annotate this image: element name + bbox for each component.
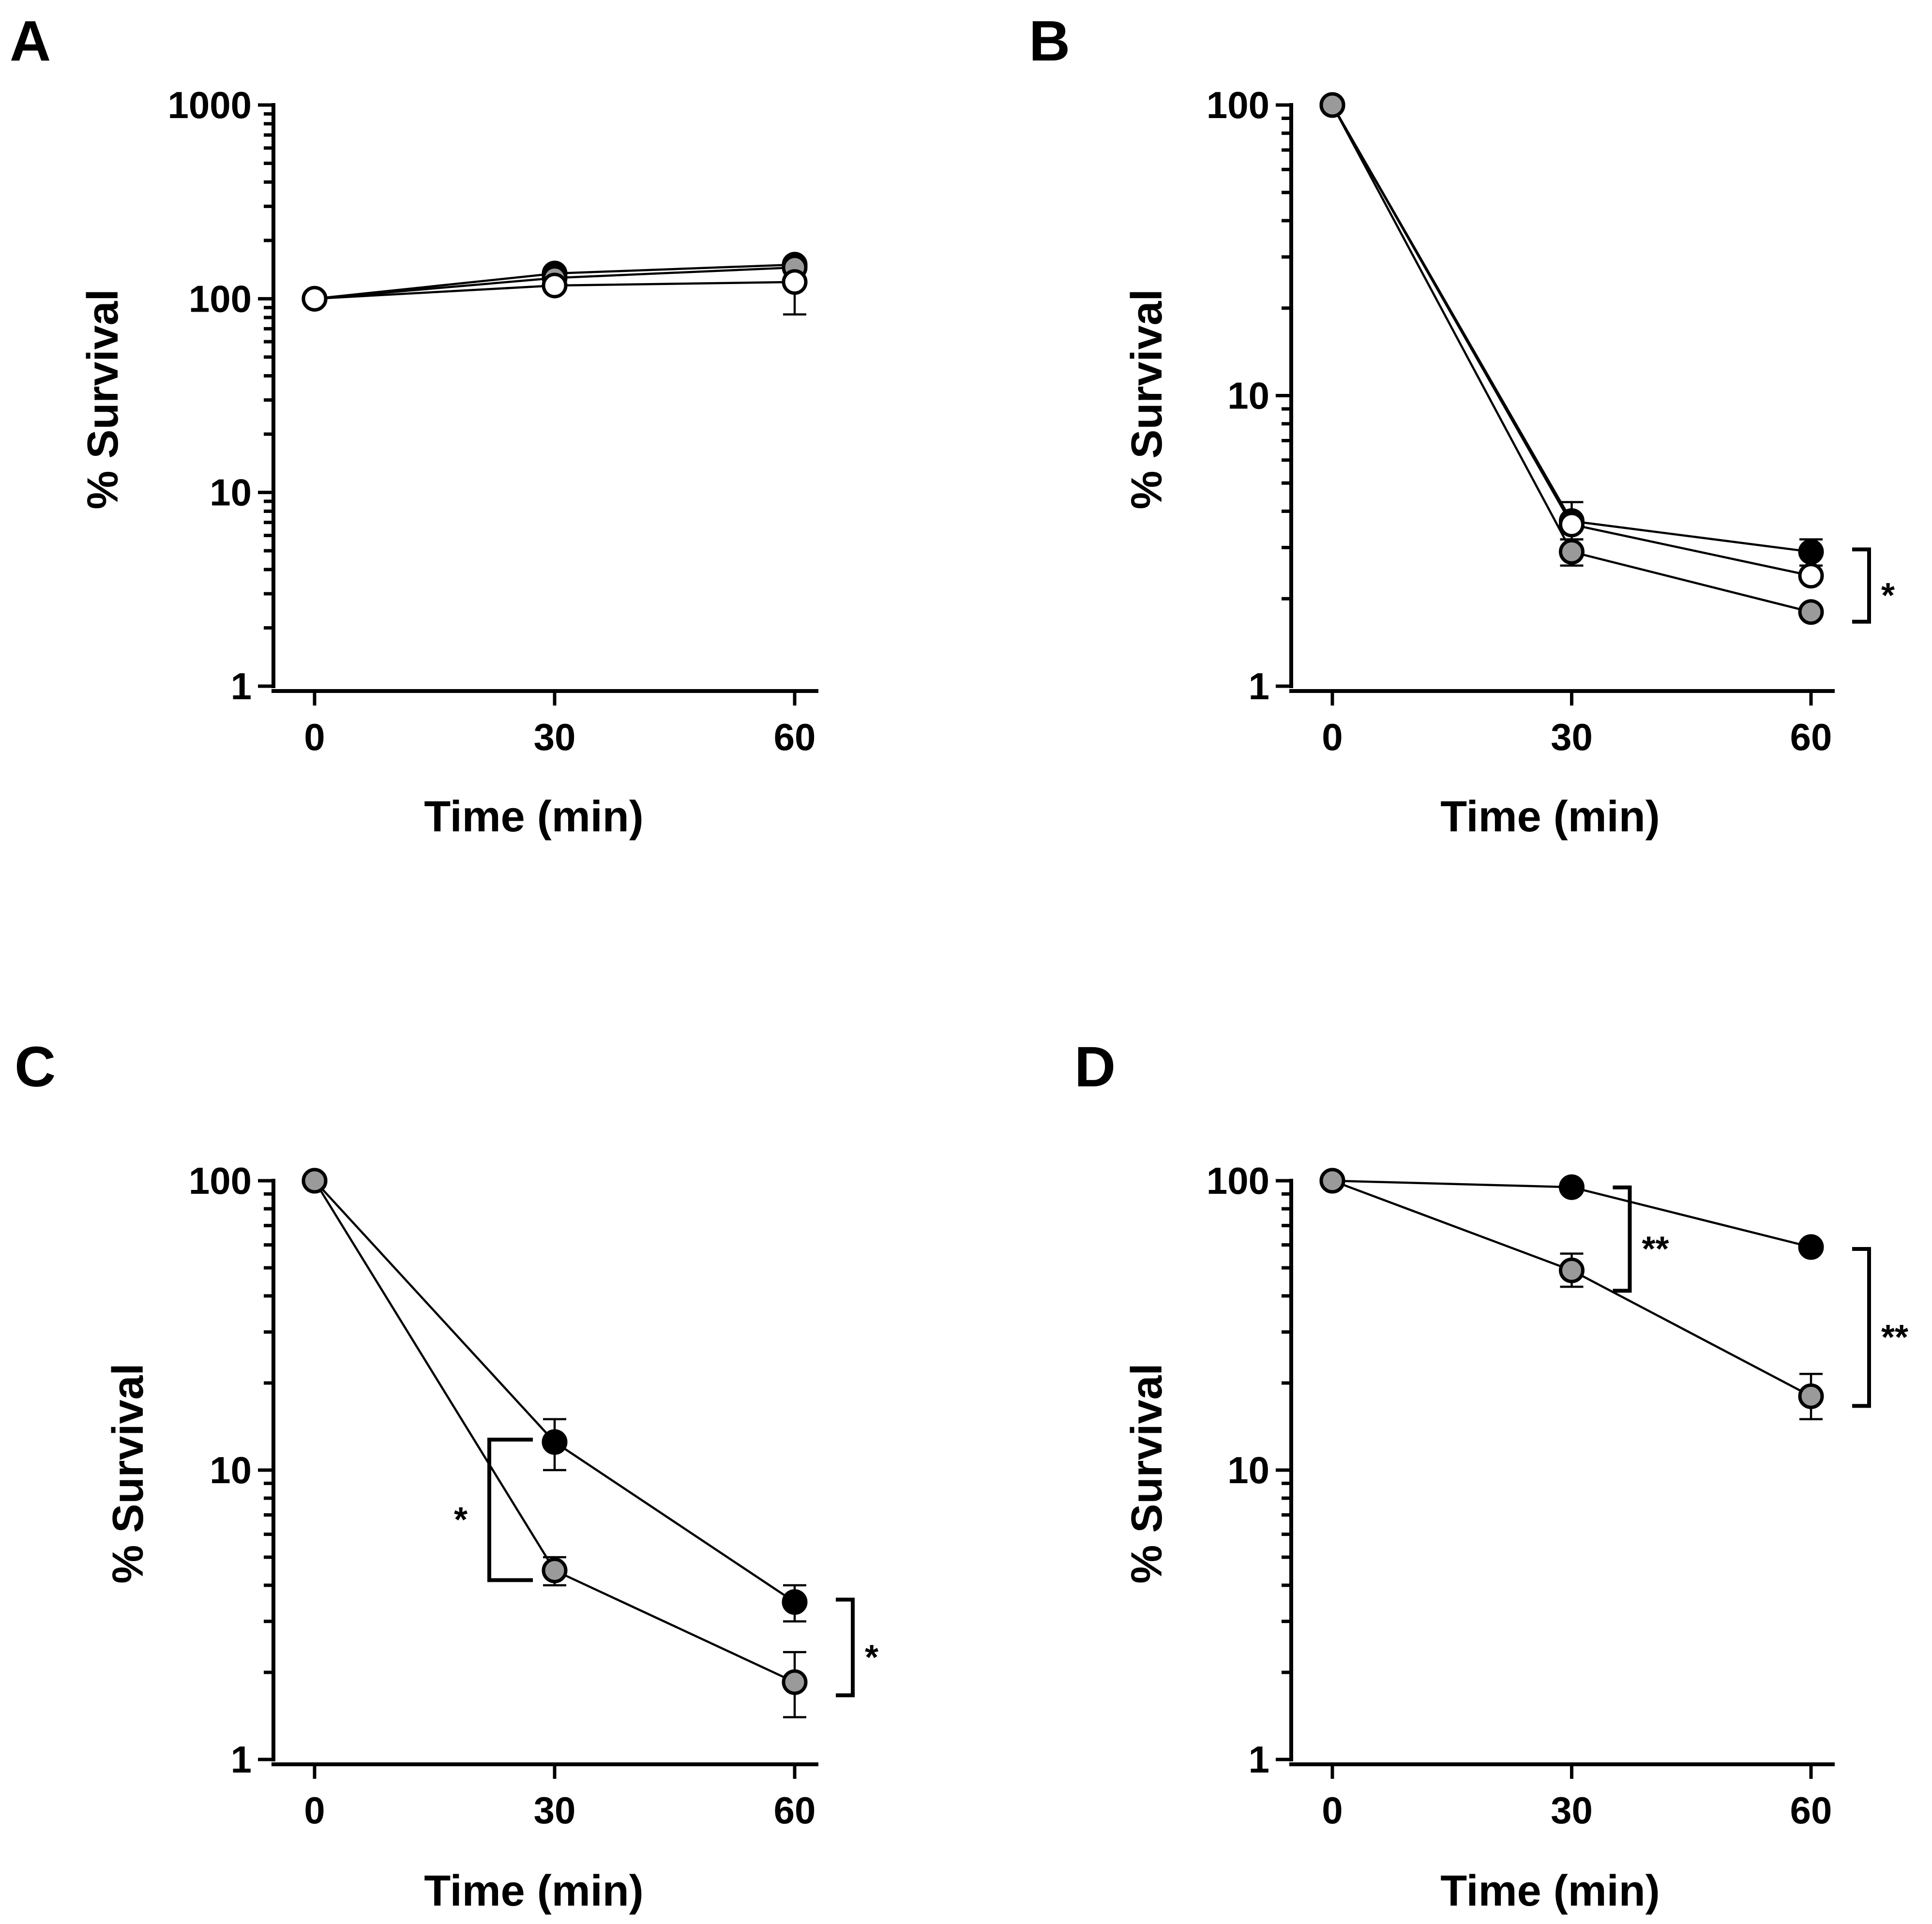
x-tick-label-d-0: 0 xyxy=(1322,1789,1343,1832)
y-axis-title-d: % Survival xyxy=(1123,1363,1171,1583)
x-axis-title-d: Time (min) xyxy=(1440,1867,1660,1915)
x-tick-label-c-30: 30 xyxy=(534,1789,576,1832)
data-point-d-black xyxy=(1559,1174,1585,1200)
panel-letter-c: C xyxy=(15,1035,56,1099)
x-axis-title-b: Time (min) xyxy=(1440,793,1660,841)
significance-bracket-b xyxy=(1852,547,1871,624)
significance-label-d: ** xyxy=(1642,1230,1669,1269)
y-tick-label-d-100: 100 xyxy=(1207,1159,1269,1202)
significance-label-c: * xyxy=(865,1638,878,1677)
data-point-d-grey xyxy=(1319,1168,1345,1194)
x-tick-label-a-0: 0 xyxy=(304,716,325,758)
y-tick-label-a-10: 10 xyxy=(210,471,252,514)
significance-label-b: * xyxy=(1881,576,1895,615)
data-point-b-black xyxy=(1798,539,1824,565)
data-point-c-black xyxy=(782,1589,808,1615)
data-point-a-white xyxy=(542,272,568,299)
panel-b: B Time (min) % Survival 1 10 100 0 30 60 * xyxy=(1029,9,1895,841)
significance-bracket-d xyxy=(1613,1185,1632,1293)
significance-bracket-c xyxy=(836,1597,855,1698)
data-point-b-white xyxy=(1559,511,1585,538)
x-axis-title-c: Time (min) xyxy=(424,1867,643,1915)
significance-label-d: ** xyxy=(1881,1318,1908,1357)
x-tick-label-a-30: 30 xyxy=(534,716,576,758)
y-tick-label-d-1: 1 xyxy=(1249,1738,1269,1781)
data-point-c-black xyxy=(542,1429,568,1455)
x-tick-label-d-30: 30 xyxy=(1551,1789,1593,1832)
significance-label-c: * xyxy=(454,1501,468,1539)
x-tick-label-b-0: 0 xyxy=(1322,716,1343,758)
data-point-c-grey xyxy=(782,1669,808,1695)
y-axis-title-c: % Survival xyxy=(104,1363,152,1583)
panel-letter-b: B xyxy=(1029,9,1070,73)
panel-d: D Time (min) % Survival 1 10 100 0 30 60 ** ** xyxy=(1074,1035,1908,1915)
x-tick-label-c-60: 60 xyxy=(774,1789,816,1832)
y-tick-label-c-100: 100 xyxy=(189,1159,252,1202)
series-line-d-grey xyxy=(1332,1179,1812,1398)
y-tick-label-d-10: 10 xyxy=(1227,1449,1269,1491)
data-point-b-grey xyxy=(1798,599,1824,625)
significance-bracket-d xyxy=(1852,1247,1871,1408)
x-tick-label-c-0: 0 xyxy=(304,1789,325,1832)
x-axis-title-a: Time (min) xyxy=(424,793,643,841)
data-point-d-grey xyxy=(1559,1257,1585,1283)
y-tick-label-b-1: 1 xyxy=(1249,665,1269,707)
panel-letter-d: D xyxy=(1074,1035,1116,1099)
data-point-d-black xyxy=(1798,1234,1824,1260)
data-point-c-grey xyxy=(302,1168,328,1194)
panel-letter-a: A xyxy=(10,9,51,73)
y-axis-title-a: % Survival xyxy=(79,289,127,509)
x-tick-label-a-60: 60 xyxy=(774,716,816,758)
y-tick-label-b-100: 100 xyxy=(1207,84,1269,126)
panel-a: A Time (min) % Survival 1 10 100 1000 0 30 60 xyxy=(10,9,818,841)
y-tick-label-a-1000: 1000 xyxy=(167,84,252,126)
data-point-d-grey xyxy=(1798,1383,1824,1409)
data-point-a-white xyxy=(302,286,328,312)
x-tick-label-b-60: 60 xyxy=(1790,716,1832,758)
series-line-b-black xyxy=(1331,104,1811,553)
y-tick-label-b-10: 10 xyxy=(1227,375,1269,417)
data-point-b-grey xyxy=(1319,92,1345,118)
y-tick-label-a-100: 100 xyxy=(189,277,252,320)
series-line-c-black xyxy=(314,1180,796,1603)
data-point-b-white xyxy=(1798,563,1824,589)
data-point-a-white xyxy=(782,269,808,295)
panel-c: C Time (min) % Survival 1 10 100 0 30 60 * * xyxy=(15,1035,878,1915)
y-tick-label-c-1: 1 xyxy=(231,1738,252,1781)
y-axis-title-b: % Survival xyxy=(1123,289,1171,509)
y-tick-label-a-1: 1 xyxy=(231,665,252,707)
data-point-c-grey xyxy=(542,1557,568,1583)
y-tick-label-c-10: 10 xyxy=(210,1449,252,1491)
x-tick-label-b-30: 30 xyxy=(1551,716,1593,758)
data-point-b-grey xyxy=(1559,539,1585,565)
significance-bracket-c xyxy=(487,1438,533,1582)
x-tick-label-d-60: 60 xyxy=(1790,1789,1832,1832)
